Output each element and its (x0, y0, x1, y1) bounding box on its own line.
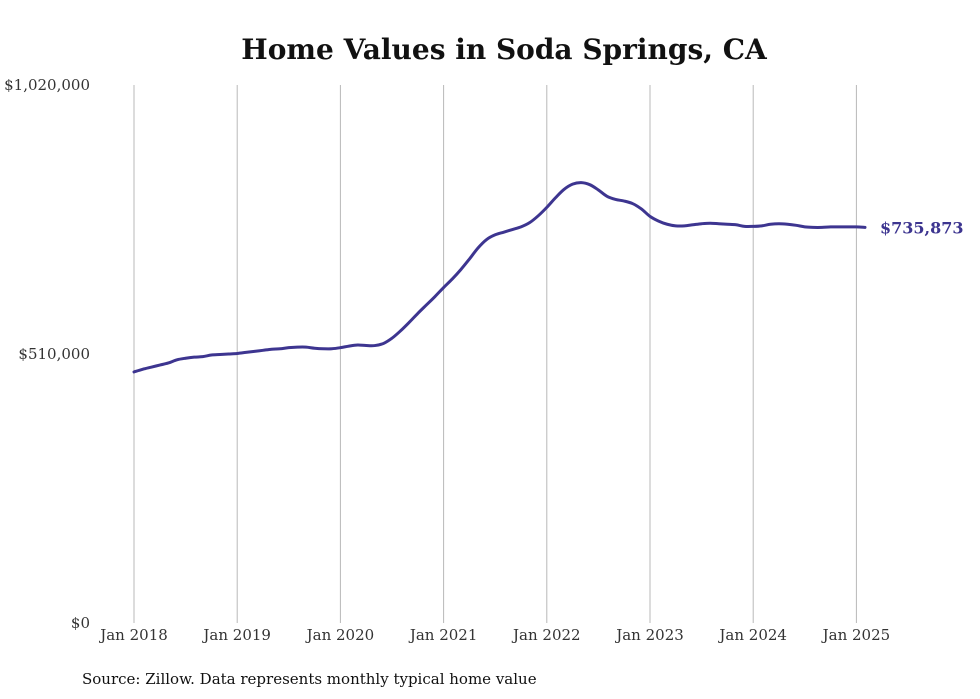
x-tick-label: Jan 2024 (717, 626, 787, 644)
x-tick-label: Jan 2021 (408, 626, 478, 644)
x-tick-label: Jan 2018 (98, 626, 168, 644)
x-tick-label: Jan 2023 (614, 626, 684, 644)
series-layer: $735,873 (132, 181, 964, 374)
x-tick-label: Jan 2025 (821, 626, 891, 644)
y-tick-label: $510,000 (18, 345, 90, 363)
chart-title: Home Values in Soda Springs, CA (241, 33, 768, 66)
y-axis-ticks: $0 $510,000 $1,020,000 (4, 76, 90, 632)
source-note: Source: Zillow. Data represents monthly … (82, 670, 537, 688)
x-axis-ticks: Jan 2018 Jan 2019 Jan 2020 Jan 2021 Jan 2022… (98, 626, 890, 644)
x-tick-label: Jan 2019 (201, 626, 271, 644)
series-line (132, 181, 867, 374)
gridlines (133, 85, 857, 623)
end-value-label: $735,873 (880, 218, 964, 237)
x-tick-label: Jan 2022 (511, 626, 581, 644)
y-tick-label: $0 (71, 614, 90, 632)
y-tick-label: $1,020,000 (4, 76, 90, 94)
x-tick-label: Jan 2020 (305, 626, 375, 644)
